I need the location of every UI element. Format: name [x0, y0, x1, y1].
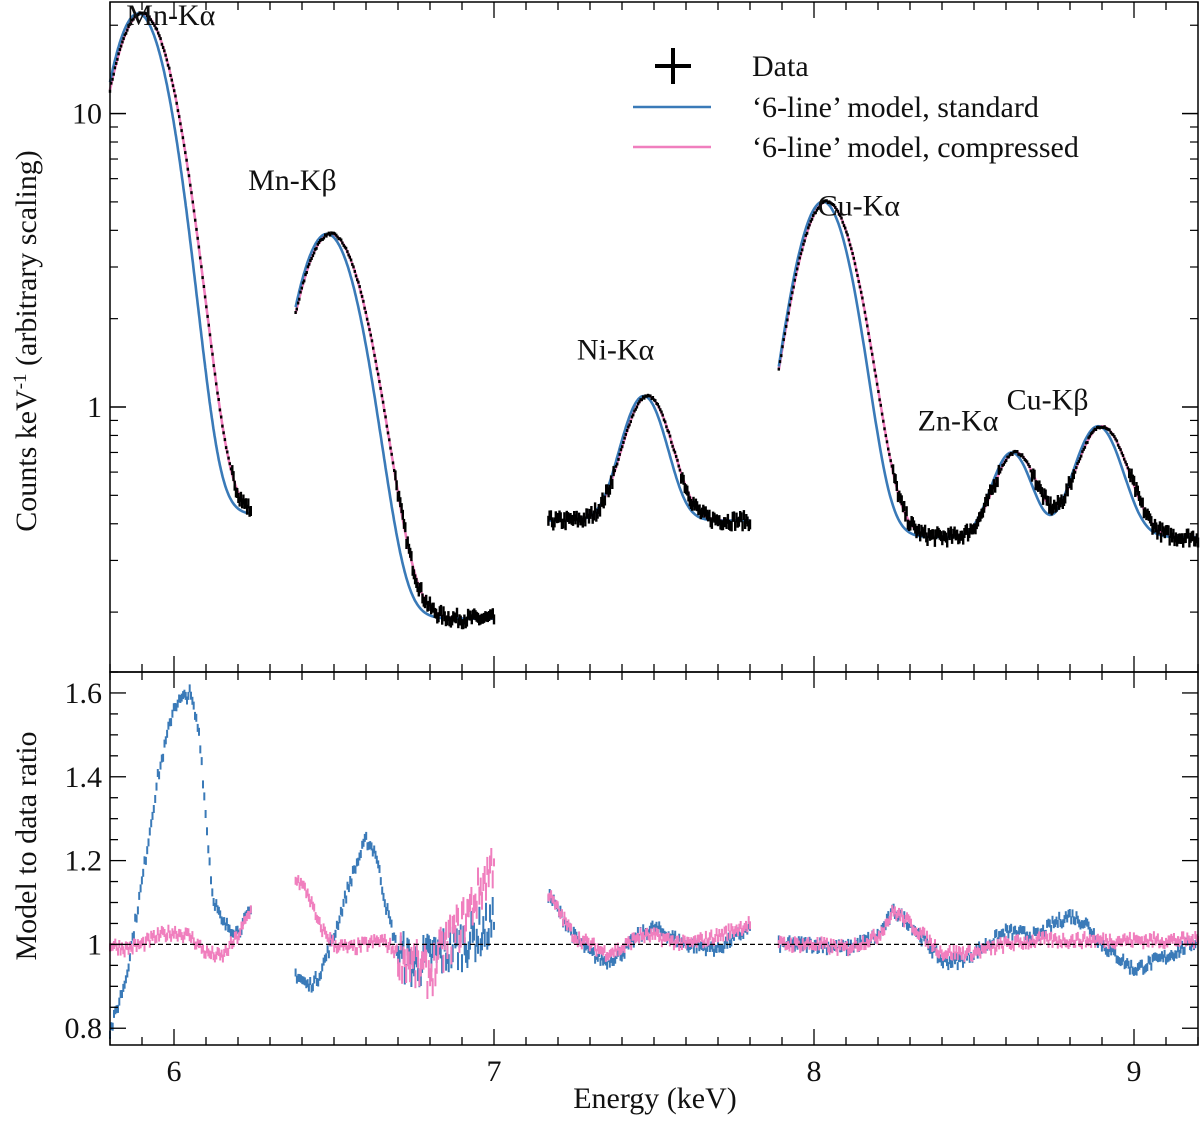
legend-label-data: Data [752, 50, 809, 83]
bottom-ytick-label: 1 [87, 928, 102, 961]
legend: Data ‘6-line’ model, standard ‘6-line’ m… [633, 48, 1079, 164]
xtick-label: 7 [487, 1055, 502, 1088]
xtick-label: 6 [167, 1055, 182, 1088]
y-axis-label-bottom: Model to data ratio [10, 731, 43, 960]
peak-label-0: Mn-Kα [126, 0, 215, 32]
xtick-label: 8 [807, 1055, 822, 1088]
peak-label-1: Mn-Kβ [248, 164, 337, 197]
bottom-ytick-label: 1.6 [65, 677, 103, 710]
legend-label-compressed: ‘6-line’ model, compressed [752, 131, 1079, 164]
x-axis-label: Energy (keV) [573, 1082, 737, 1115]
bottom-ytick-label: 1.4 [65, 761, 103, 794]
ratio-panel [109, 684, 1199, 1039]
top-ytick-label: 10 [72, 98, 102, 131]
y-axis-label-top: Counts keV-1 (arbitrary scaling) [10, 150, 44, 532]
peak-label-4: Zn-Kα [918, 405, 999, 438]
legend-label-standard: ‘6-line’ model, standard [752, 91, 1039, 124]
legend-marker-data [655, 48, 691, 84]
xtick-label: 9 [1127, 1055, 1142, 1088]
peak-label-2: Ni-Kα [577, 334, 655, 367]
peak-label-3: Cu-Kα [818, 189, 901, 222]
axes-frames: 1 10 6 7 8 9 0.8 1 1.2 1.4 1.6 [65, 1, 1199, 1088]
top-ytick-label: 1 [87, 391, 102, 424]
bottom-ytick-label: 1.2 [65, 845, 103, 878]
peak-label-5: Cu-Kβ [1007, 384, 1089, 417]
bottom-ytick-label: 0.8 [65, 1012, 103, 1045]
model-standard-line-0 [108, 12, 251, 515]
